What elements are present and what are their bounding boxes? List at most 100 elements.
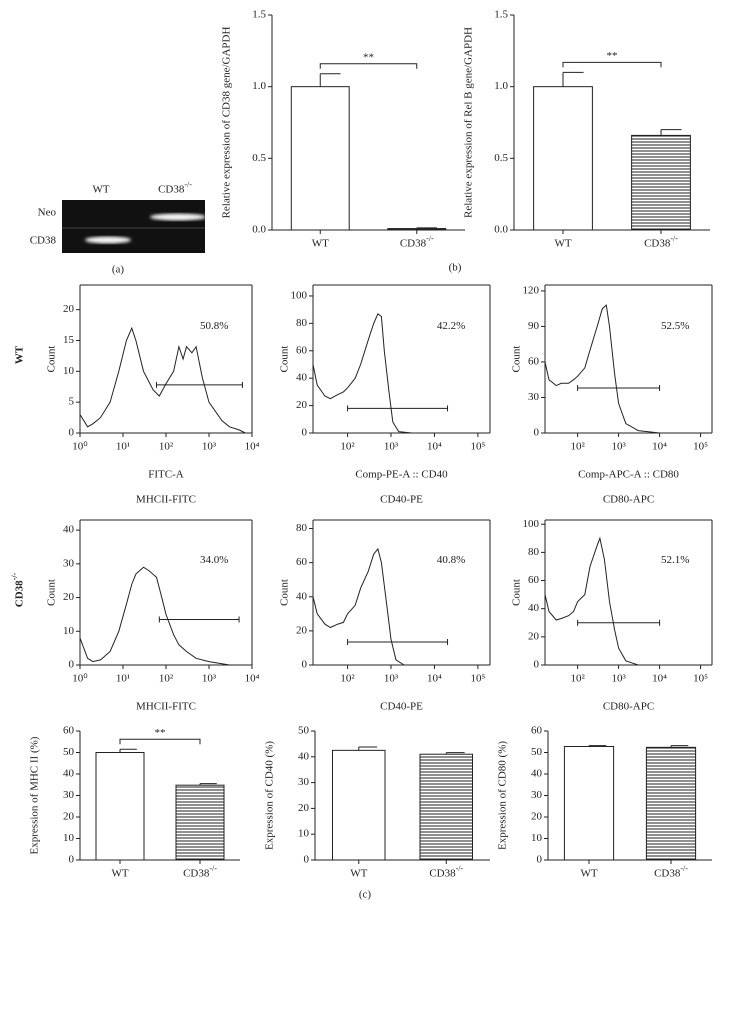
y-tick-label: 20 — [63, 303, 75, 315]
x-tick-label: 10¹ — [116, 673, 130, 685]
x-tick-label: 10² — [159, 673, 174, 685]
gate — [577, 619, 661, 626]
gel-band — [85, 236, 131, 244]
y-axis-label: Count — [511, 346, 523, 373]
y-tick-label: 10 — [63, 832, 75, 844]
y-tick-label: 1.5 — [494, 9, 508, 21]
x-tick-label: 10⁵ — [470, 441, 485, 453]
significance-bracket — [319, 63, 418, 69]
bar — [631, 134, 691, 231]
y-axis-label: Expression of MHC II (%) — [29, 736, 41, 854]
y-tick-label: 30 — [298, 776, 310, 788]
y-tick-label: 10 — [298, 828, 310, 840]
histogram-line — [79, 326, 246, 434]
row-label: WT — [14, 345, 26, 364]
x-tick-label: 10³ — [202, 441, 217, 453]
x-tick-label: 10⁵ — [693, 441, 708, 453]
x-tick-label: 10² — [340, 673, 355, 685]
histogram-line — [79, 566, 230, 666]
gate — [158, 616, 240, 623]
y-tick-label: 40 — [63, 768, 75, 780]
y-tick-label: 1.0 — [252, 80, 266, 92]
x-tick-label: CD38-/- — [654, 864, 688, 879]
bar — [290, 86, 350, 231]
y-tick-label: 50 — [63, 746, 75, 758]
y-tick-label: 10 — [63, 365, 75, 377]
y-tick-label: 10 — [63, 625, 75, 637]
significance-bracket — [562, 61, 662, 68]
gate — [577, 385, 661, 392]
y-tick-label: 40 — [528, 602, 540, 614]
y-tick-label: 0 — [304, 854, 310, 866]
bar — [563, 745, 615, 861]
gate-percent: 40.8% — [437, 554, 465, 566]
significance-label: ** — [607, 50, 618, 62]
bar — [533, 86, 593, 231]
y-tick-label: 20 — [528, 630, 540, 642]
y-tick-label: 30 — [531, 789, 543, 801]
histogram-line — [312, 313, 412, 434]
y-tick-label: 50 — [298, 725, 310, 737]
x-tick-label: 10³ — [384, 673, 399, 685]
y-tick-label: 40 — [296, 372, 308, 384]
panel-caption: CD40-PE — [380, 494, 423, 506]
bar — [175, 784, 225, 861]
y-tick-label: 0 — [69, 659, 75, 671]
y-axis-label: Count — [46, 579, 58, 606]
y-tick-label: 30 — [63, 557, 75, 569]
x-tick-label: 10⁰ — [72, 673, 88, 685]
y-tick-label: 0 — [534, 659, 540, 671]
y-tick-label: 50 — [531, 746, 543, 758]
gate-percent: 52.1% — [661, 554, 689, 566]
gel-row-label: CD38 — [30, 235, 57, 247]
x-axis-label: CD40-PE — [380, 701, 423, 713]
gate — [347, 638, 449, 645]
x-tick-label: 10³ — [202, 673, 217, 685]
y-tick-label: 30 — [528, 391, 540, 403]
y-axis-label: Relative expression of Rel B gene/GAPDH — [463, 27, 475, 218]
x-tick-label: 10² — [159, 441, 174, 453]
x-tick-label: 10³ — [384, 441, 399, 453]
y-tick-label: 100 — [523, 518, 540, 530]
x-tick-label: 10⁰ — [72, 441, 88, 453]
y-axis-label: Count — [511, 579, 523, 606]
y-tick-label: 40 — [298, 750, 310, 762]
y-tick-label: 20 — [63, 591, 75, 603]
bar — [645, 746, 697, 861]
y-tick-label: 60 — [296, 344, 308, 356]
y-tick-label: 0.5 — [494, 152, 508, 164]
y-tick-label: 60 — [63, 725, 75, 737]
gate — [155, 381, 243, 388]
panel-caption: MHCII-FITC — [136, 494, 196, 506]
y-tick-label: 80 — [296, 522, 308, 534]
x-tick-label: WT — [580, 868, 597, 880]
bar — [387, 228, 447, 231]
x-tick-label: 10⁴ — [652, 673, 667, 685]
histogram-line — [544, 304, 660, 434]
x-tick-label: 10² — [570, 673, 585, 685]
y-tick-label: 120 — [523, 284, 540, 296]
gate — [347, 405, 449, 412]
y-tick-label: 0 — [537, 854, 543, 866]
bar — [95, 752, 145, 861]
y-tick-label: 10 — [531, 832, 543, 844]
x-axis-label: MHCII-FITC — [136, 701, 196, 713]
x-tick-label: 10⁴ — [245, 441, 260, 453]
y-tick-label: 20 — [63, 811, 75, 823]
y-tick-label: 15 — [63, 334, 75, 346]
panel-label: (b) — [449, 262, 462, 274]
gel-column-label: CD38-/- — [158, 180, 192, 195]
y-tick-label: 60 — [531, 725, 543, 737]
significance-bracket — [119, 738, 201, 745]
y-tick-label: 40 — [531, 768, 543, 780]
x-tick-label: 10⁴ — [427, 441, 442, 453]
y-tick-label: 30 — [63, 789, 75, 801]
x-tick-label: 10² — [340, 441, 355, 453]
y-axis-label: Relative expression of CD38 gene/GAPDH — [221, 27, 233, 219]
x-tick-label: CD38-/- — [183, 864, 217, 879]
x-tick-label: 10⁵ — [693, 673, 708, 685]
y-tick-label: 60 — [528, 355, 540, 367]
y-tick-label: 0 — [302, 659, 308, 671]
y-tick-label: 0.0 — [494, 224, 508, 236]
y-tick-label: 60 — [528, 574, 540, 586]
